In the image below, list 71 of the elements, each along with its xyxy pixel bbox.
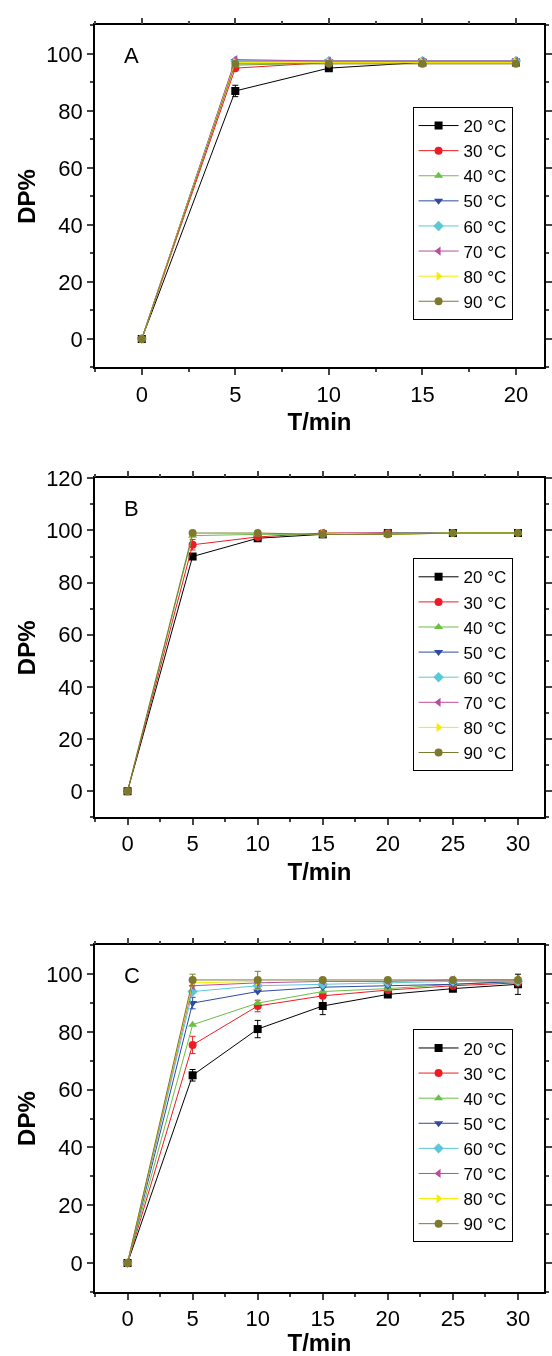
- y-tick-label: 20: [58, 726, 83, 752]
- y-axis-title: DP%: [12, 620, 40, 676]
- y-tick-label: 20: [58, 1192, 83, 1218]
- legend-label: 90 °C: [463, 1215, 507, 1235]
- legend-label: 30 °C: [463, 593, 507, 613]
- y-tick-label: 0: [70, 326, 83, 352]
- y-axis-title: DP%: [12, 1091, 40, 1146]
- x-tick-label: 20: [503, 381, 529, 407]
- x-tick-label: 10: [316, 381, 342, 407]
- legend-label: 50 °C: [463, 643, 507, 663]
- x-tick-label: 20: [375, 831, 401, 857]
- x-tick-label: 5: [186, 831, 199, 857]
- legend-label: 30 °C: [463, 1064, 507, 1084]
- y-tick-label: 0: [70, 1250, 83, 1276]
- x-tick-label: 10: [245, 831, 270, 857]
- y-tick-label: 100: [46, 961, 83, 987]
- legend-label: 70 °C: [463, 1165, 507, 1185]
- y-tick-label: 60: [58, 622, 83, 648]
- legend-label: 60 °C: [463, 668, 507, 688]
- y-tick-label: 40: [58, 1135, 83, 1161]
- annotation: B: [124, 496, 139, 521]
- x-axis-title: T/min: [287, 1329, 352, 1356]
- legend-label: 70 °C: [463, 693, 507, 713]
- x-tick-label: 0: [121, 1306, 134, 1332]
- legend-label: 80 °C: [463, 267, 507, 287]
- y-tick-label: 100: [46, 518, 83, 544]
- legend-label: 20 °C: [463, 568, 507, 588]
- legend-label: 50 °C: [463, 192, 507, 212]
- x-tick-label: 25: [440, 1306, 466, 1332]
- x-tick-label: 15: [310, 831, 335, 857]
- y-tick-label: 100: [46, 41, 83, 67]
- x-axis-title: T/min: [287, 408, 352, 436]
- legend-label: 60 °C: [463, 1140, 507, 1159]
- x-tick-label: 5: [229, 381, 242, 407]
- legend-label: 80 °C: [463, 719, 507, 739]
- x-axis-title: T/min: [287, 858, 352, 886]
- x-tick-label: 5: [186, 1306, 199, 1332]
- legend-label: 40 °C: [463, 1089, 507, 1109]
- x-tick-label: 25: [440, 831, 466, 857]
- y-tick-label: 60: [58, 1077, 83, 1103]
- x-tick-label: 30: [505, 831, 531, 857]
- x-tick-label: 15: [410, 381, 435, 407]
- x-tick-label: 20: [375, 1306, 401, 1332]
- y-tick-label: 60: [58, 155, 83, 181]
- x-tick-label: 30: [505, 1306, 531, 1332]
- legend-label: 20 °C: [463, 117, 507, 137]
- y-axis-title: DP%: [12, 169, 40, 224]
- annotation: C: [124, 963, 140, 988]
- y-tick-label: 40: [58, 674, 83, 700]
- y-tick-label: 20: [58, 269, 83, 295]
- x-tick-label: 15: [310, 1306, 335, 1332]
- x-tick-label: 0: [135, 381, 148, 407]
- legend-label: 90 °C: [463, 292, 507, 312]
- x-tick-label: 10: [245, 1306, 270, 1332]
- legend-label: 70 °C: [463, 242, 507, 262]
- legend-label: 60 °C: [463, 217, 507, 237]
- x-tick-label: 0: [121, 831, 134, 857]
- y-tick-label: 120: [46, 465, 83, 491]
- legend-label: 80 °C: [463, 1190, 507, 1210]
- y-tick-label: 80: [58, 570, 83, 596]
- legend-label: 40 °C: [463, 618, 507, 638]
- legend-label: 40 °C: [463, 167, 507, 187]
- y-tick-label: 40: [58, 212, 83, 238]
- annotation: A: [124, 43, 139, 68]
- legend-label: 50 °C: [463, 1114, 507, 1134]
- legend-label: 30 °C: [463, 142, 507, 162]
- legend-label: 20 °C: [463, 1039, 507, 1059]
- y-tick-label: 0: [70, 778, 83, 804]
- y-tick-label: 80: [58, 1019, 83, 1045]
- y-tick-label: 80: [58, 98, 83, 124]
- legend-label: 90 °C: [463, 744, 507, 764]
